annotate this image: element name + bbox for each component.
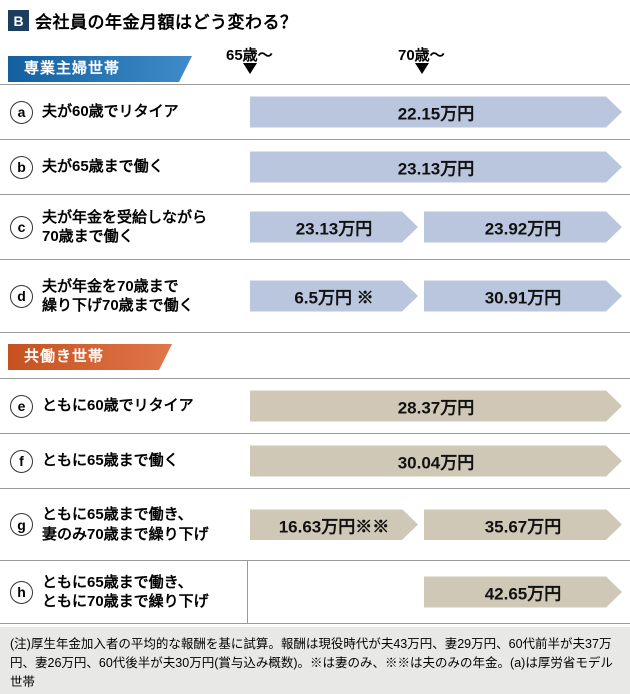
- row-label-text: 夫が60歳でリタイア: [42, 103, 179, 121]
- value-arrow-65: 6.5万円 ※: [250, 281, 418, 312]
- table-row-d: d 夫が年金を70歳まで 繰り下げ70歳まで働く 6.5万円 ※ 30.91万円: [0, 260, 630, 333]
- section-header-housewife: 専業主婦世帯: [8, 56, 192, 82]
- section-housewife-rows: a 夫が60歳でリタイア 22.15万円 b 夫が65歳まで働く 23.13万円…: [0, 84, 630, 333]
- title-badge: B: [8, 10, 29, 31]
- value-arrow-70: 30.91万円: [424, 281, 622, 312]
- value-arrow-70: 42.65万円: [424, 577, 622, 608]
- value-arrow-70: 23.92万円: [424, 212, 622, 243]
- row-label-text: 夫が年金を70歳まで 繰り下げ70歳まで働く: [42, 277, 194, 315]
- triangle-marker-65-icon: [243, 63, 257, 74]
- row-label-text: ともに60歳でリタイア: [42, 397, 194, 415]
- row-label-text: 夫が年金を受給しながら 70歳まで働く: [42, 208, 208, 246]
- section-header-dualincome: 共働き世帯: [8, 344, 172, 370]
- footnote: (注)厚生年金加入者の平均的な報酬を基に試算。報酬は現役時代が夫43万円、妻29…: [0, 627, 630, 694]
- triangle-marker-70-icon: [415, 63, 429, 74]
- table-row-h: h ともに65歳まで働き、 ともに70歳まで繰り下げ 42.65万円: [0, 561, 630, 624]
- row-letter-badge: b: [10, 155, 33, 179]
- value-arrow-full: 23.13万円: [250, 152, 622, 183]
- row-label: d 夫が年金を70歳まで 繰り下げ70歳まで働く: [10, 260, 242, 332]
- row-letter-badge: f: [10, 449, 33, 473]
- row-label-text: ともに65歳まで働き、 妻のみ70歳まで繰り下げ: [42, 506, 209, 543]
- table-row-f: f ともに65歳まで働く 30.04万円: [0, 434, 630, 489]
- row-label: h ともに65歳まで働き、 ともに70歳まで繰り下げ: [10, 561, 242, 623]
- value-arrow-full: 30.04万円: [250, 446, 622, 477]
- title-text: 会社員の年金月額はどう変わる？: [35, 13, 298, 32]
- row-letter-badge: c: [10, 215, 33, 239]
- table-row-g: g ともに65歳まで働き、 妻のみ70歳まで繰り下げ 16.63万円※※ 35.6…: [0, 489, 630, 561]
- table-row-c: c 夫が年金を受給しながら 70歳まで働く 23.13万円 23.92万円: [0, 195, 630, 260]
- value-arrow-65: 23.13万円: [250, 212, 418, 243]
- row-label-text: ともに65歳まで働く: [42, 452, 179, 470]
- value-arrow-70: 35.67万円: [424, 509, 622, 540]
- column-header-70: 70歳〜: [398, 47, 445, 64]
- value-arrow-65: 16.63万円※※: [250, 509, 418, 540]
- row-label: f ともに65歳まで働く: [10, 434, 242, 488]
- row-letter-badge: h: [10, 580, 33, 604]
- row-letter-badge: g: [10, 513, 33, 536]
- column-header-65: 65歳〜: [226, 47, 273, 64]
- row-label: g ともに65歳まで働き、 妻のみ70歳まで繰り下げ: [10, 489, 242, 560]
- row-letter-badge: d: [10, 284, 33, 308]
- row-label: a 夫が60歳でリタイア: [10, 85, 242, 139]
- row-letter-badge: a: [10, 100, 33, 124]
- table-row-e: e ともに60歳でリタイア 28.37万円: [0, 379, 630, 434]
- row-label: c 夫が年金を受給しながら 70歳まで働く: [10, 195, 242, 259]
- row-label: e ともに60歳でリタイア: [10, 379, 242, 433]
- row-label: b 夫が65歳まで働く: [10, 140, 242, 194]
- page-title: B 会社員の年金月額はどう変わる？: [8, 8, 298, 33]
- table-row-a: a 夫が60歳でリタイア 22.15万円: [0, 85, 630, 140]
- value-arrow-full: 28.37万円: [250, 391, 622, 422]
- column-divider-line: [247, 561, 248, 623]
- value-arrow-full: 22.15万円: [250, 97, 622, 128]
- row-label-text: 夫が65歳まで働く: [42, 158, 164, 176]
- row-letter-badge: e: [10, 394, 33, 418]
- row-label-text: ともに65歳まで働き、 ともに70歳まで繰り下げ: [42, 573, 209, 611]
- table-row-b: b 夫が65歳まで働く 23.13万円: [0, 140, 630, 195]
- section-dualincome-rows: e ともに60歳でリタイア 28.37万円 f ともに65歳まで働く 30.04…: [0, 378, 630, 624]
